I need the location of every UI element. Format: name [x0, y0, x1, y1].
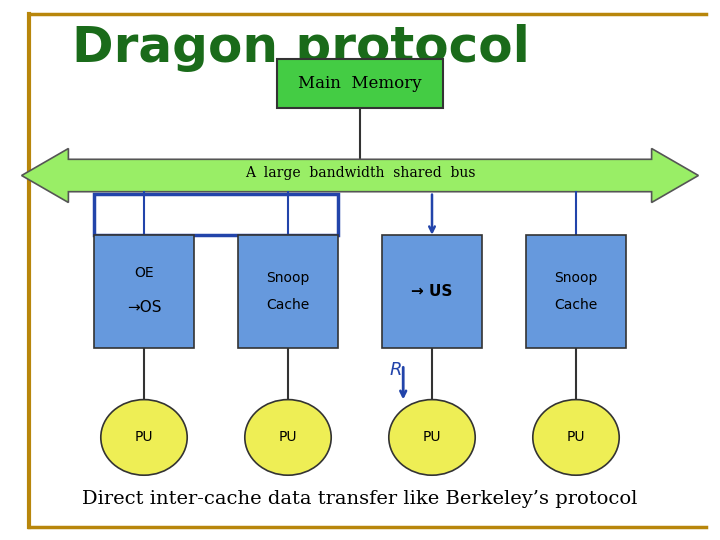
Text: OE: OE — [134, 266, 154, 280]
Text: Snoop: Snoop — [554, 271, 598, 285]
Text: Cache: Cache — [554, 298, 598, 312]
Text: R: R — [390, 361, 402, 379]
FancyBboxPatch shape — [277, 59, 443, 108]
Text: Cache: Cache — [266, 298, 310, 312]
Text: A  large  bandwidth  shared  bus: A large bandwidth shared bus — [245, 166, 475, 180]
Text: PU: PU — [279, 430, 297, 444]
Ellipse shape — [245, 400, 331, 475]
Text: PU: PU — [423, 430, 441, 444]
Text: Snoop: Snoop — [266, 271, 310, 285]
Text: Dragon protocol: Dragon protocol — [72, 24, 530, 72]
Text: Main  Memory: Main Memory — [298, 75, 422, 92]
Text: PU: PU — [567, 430, 585, 444]
Ellipse shape — [101, 400, 187, 475]
Text: →OS: →OS — [127, 300, 161, 315]
Text: Direct inter-cache data transfer like Berkeley’s protocol: Direct inter-cache data transfer like Be… — [82, 490, 638, 509]
FancyBboxPatch shape — [238, 235, 338, 348]
Bar — [94, 194, 338, 235]
Polygon shape — [22, 148, 698, 202]
Ellipse shape — [533, 400, 619, 475]
Ellipse shape — [389, 400, 475, 475]
Text: PU: PU — [135, 430, 153, 444]
Text: → US: → US — [411, 284, 453, 299]
FancyBboxPatch shape — [382, 235, 482, 348]
FancyBboxPatch shape — [94, 235, 194, 348]
FancyBboxPatch shape — [526, 235, 626, 348]
